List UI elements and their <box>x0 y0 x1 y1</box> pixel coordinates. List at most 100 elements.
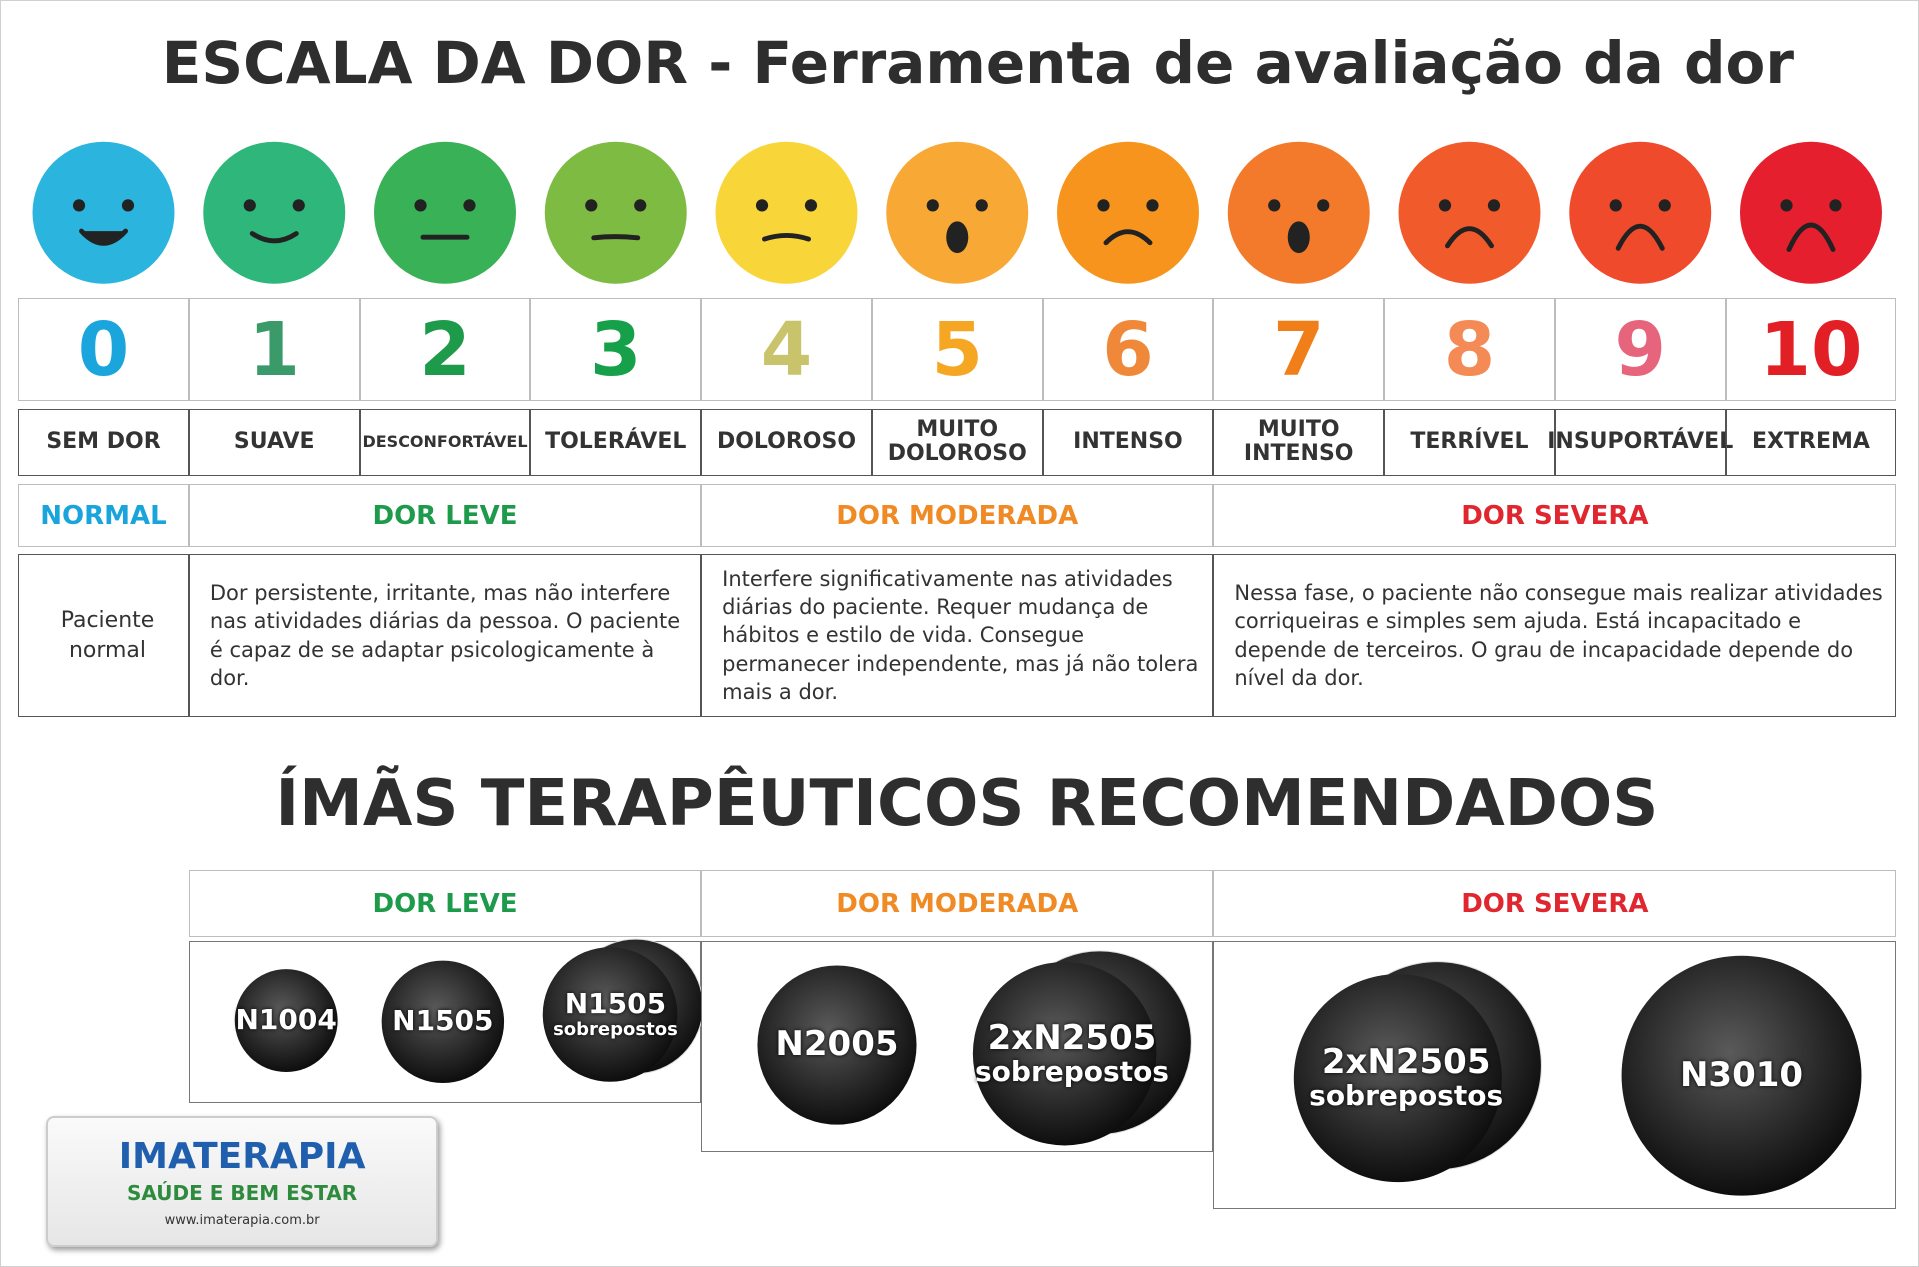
magnet-label: N3010 <box>1622 956 1862 1196</box>
face-circle <box>203 141 346 284</box>
scale-number: 1 <box>188 298 360 402</box>
eye <box>1438 199 1452 212</box>
magnet-disc <box>972 961 1157 1146</box>
scale-label: MUITO DOLOROSO <box>871 408 1043 476</box>
category-description: Nessa fase, o paciente não consegue mais… <box>1213 554 1897 718</box>
category-name: NORMAL <box>18 484 189 547</box>
scale-label: MUITO INTENSO <box>1213 408 1385 476</box>
logo-brand: IMATERAPIA <box>118 1135 366 1177</box>
category-description: Dor persistente, irritante, mas não inte… <box>188 554 702 718</box>
eye <box>243 199 256 212</box>
category-description: Interfere significativamente nas ativida… <box>701 554 1214 718</box>
category-description: Paciente normal <box>18 554 189 718</box>
scale-label: DESCONFORTÁVEL <box>359 408 531 476</box>
scale-number: 9 <box>1554 298 1726 402</box>
magnet-name: 2xN2505 <box>1321 1042 1491 1083</box>
section-title: ÍMÃS TERAPÊUTICOS RECOMENDADOS <box>275 767 1659 841</box>
magnet-note: sobrepostos <box>1309 1079 1504 1113</box>
magnet-label: N1004 <box>235 969 338 1072</box>
eye <box>1658 199 1671 212</box>
magnet-disc <box>757 965 917 1125</box>
mouth <box>762 232 811 242</box>
magnet-name: N1505 <box>564 987 667 1021</box>
group-name: DOR SEVERA <box>1213 870 1897 938</box>
face <box>886 141 1029 284</box>
face <box>544 141 687 284</box>
face-circle <box>886 141 1029 284</box>
scale-label: TOLERÁVEL <box>530 408 702 476</box>
page-title: ESCALA DA DOR - Ferramenta de avaliação … <box>161 28 1794 97</box>
logo: IMATERAPIA SAÚDE E BEM ESTAR www.imaterapi… <box>46 1116 438 1248</box>
magnet-label: N1505 sobrepostos <box>548 947 683 1082</box>
face <box>715 141 858 284</box>
magnet-label: 2xN2505 sobrepostos <box>1302 974 1510 1182</box>
magnet-disc <box>542 947 678 1082</box>
scale-number: 7 <box>1213 298 1385 402</box>
eye <box>1780 199 1793 212</box>
scale-number: 3 <box>530 298 702 402</box>
eye <box>755 199 769 212</box>
magnet-note: sobrepostos <box>553 1018 678 1040</box>
category-name: DOR LEVE <box>188 484 702 547</box>
face-circle <box>1398 141 1541 284</box>
face <box>1739 141 1882 284</box>
magnet-name: N1505 <box>392 1004 494 1038</box>
eye <box>1317 199 1330 212</box>
magnet-name: N3010 <box>1679 1054 1804 1095</box>
eye <box>1097 199 1110 212</box>
eye <box>1829 199 1842 212</box>
magnet-name: N1004 <box>235 1003 337 1037</box>
logo-tagline: SAÚDE E BEM ESTAR <box>127 1180 358 1205</box>
mouth <box>1103 229 1153 246</box>
magnet-label: N1505 <box>382 961 504 1083</box>
mouth <box>1445 226 1494 249</box>
eye <box>72 199 86 212</box>
magnet-name: N2005 <box>775 1024 899 1065</box>
face <box>203 141 346 284</box>
scale-number: 0 <box>18 298 189 402</box>
face-circle <box>544 141 687 284</box>
mouth <box>1786 222 1836 252</box>
magnet-label: N2005 <box>757 966 916 1125</box>
category-name: DOR MODERADA <box>701 484 1214 547</box>
scale-label: TERRÍVEL <box>1384 408 1555 476</box>
eye <box>634 199 647 212</box>
scale-number: 10 <box>1725 298 1897 402</box>
mouth <box>249 231 299 244</box>
magnet-name: 2xN2505 <box>987 1017 1157 1058</box>
face-circle <box>1227 141 1370 284</box>
eye <box>804 199 818 212</box>
face <box>1569 141 1712 284</box>
face <box>1398 141 1541 284</box>
face <box>374 141 516 284</box>
scale-label: INSUPORTÁVEL <box>1547 408 1733 476</box>
group-name: DOR MODERADA <box>701 870 1214 938</box>
scale-label: SEM DOR <box>18 408 189 476</box>
magnet-disc <box>234 969 338 1072</box>
face-circle <box>715 141 858 284</box>
scale-number: 6 <box>1042 298 1214 402</box>
scale-number: 4 <box>701 298 872 402</box>
eye <box>975 199 988 212</box>
eye <box>292 199 305 212</box>
mouth <box>1287 221 1310 254</box>
eye <box>463 199 476 212</box>
scale-number: 8 <box>1384 298 1555 402</box>
scale-number: 2 <box>359 298 531 402</box>
magnet-disc <box>1621 955 1862 1196</box>
category-name: DOR SEVERA <box>1213 484 1897 547</box>
face-circle <box>32 141 175 284</box>
magnet-disc <box>381 960 505 1084</box>
scale-number: 5 <box>871 298 1043 402</box>
face-circle <box>1569 141 1712 284</box>
face <box>1227 141 1370 284</box>
mouth <box>1615 224 1665 251</box>
face-circle <box>374 141 516 284</box>
